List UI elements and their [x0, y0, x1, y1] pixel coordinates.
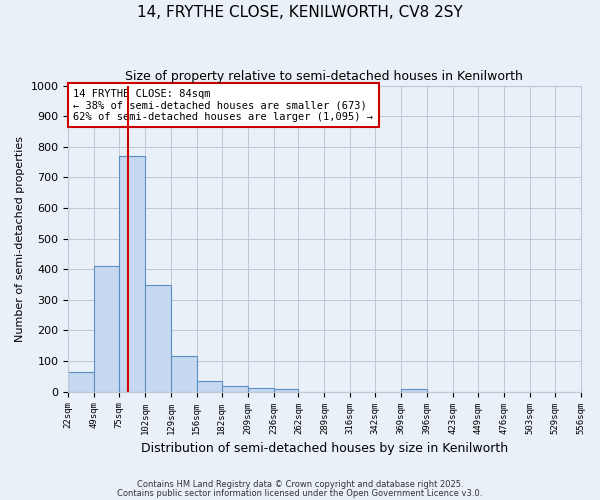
Bar	[94, 266, 119, 392]
Text: Contains public sector information licensed under the Open Government Licence v3: Contains public sector information licen…	[118, 488, 482, 498]
Bar	[222, 386, 248, 392]
Bar	[119, 156, 145, 392]
Bar	[248, 388, 274, 392]
X-axis label: Distribution of semi-detached houses by size in Kenilworth: Distribution of semi-detached houses by …	[141, 442, 508, 455]
Bar	[68, 372, 94, 392]
Text: 14, FRYTHE CLOSE, KENILWORTH, CV8 2SY: 14, FRYTHE CLOSE, KENILWORTH, CV8 2SY	[137, 5, 463, 20]
Bar	[145, 284, 171, 392]
Text: 14 FRYTHE CLOSE: 84sqm
← 38% of semi-detached houses are smaller (673)
62% of se: 14 FRYTHE CLOSE: 84sqm ← 38% of semi-det…	[73, 88, 373, 122]
Title: Size of property relative to semi-detached houses in Kenilworth: Size of property relative to semi-detach…	[125, 70, 523, 83]
Bar	[171, 356, 197, 392]
Bar	[274, 389, 298, 392]
Text: Contains HM Land Registry data © Crown copyright and database right 2025.: Contains HM Land Registry data © Crown c…	[137, 480, 463, 489]
Bar	[197, 381, 222, 392]
Bar	[401, 389, 427, 392]
Y-axis label: Number of semi-detached properties: Number of semi-detached properties	[15, 136, 25, 342]
